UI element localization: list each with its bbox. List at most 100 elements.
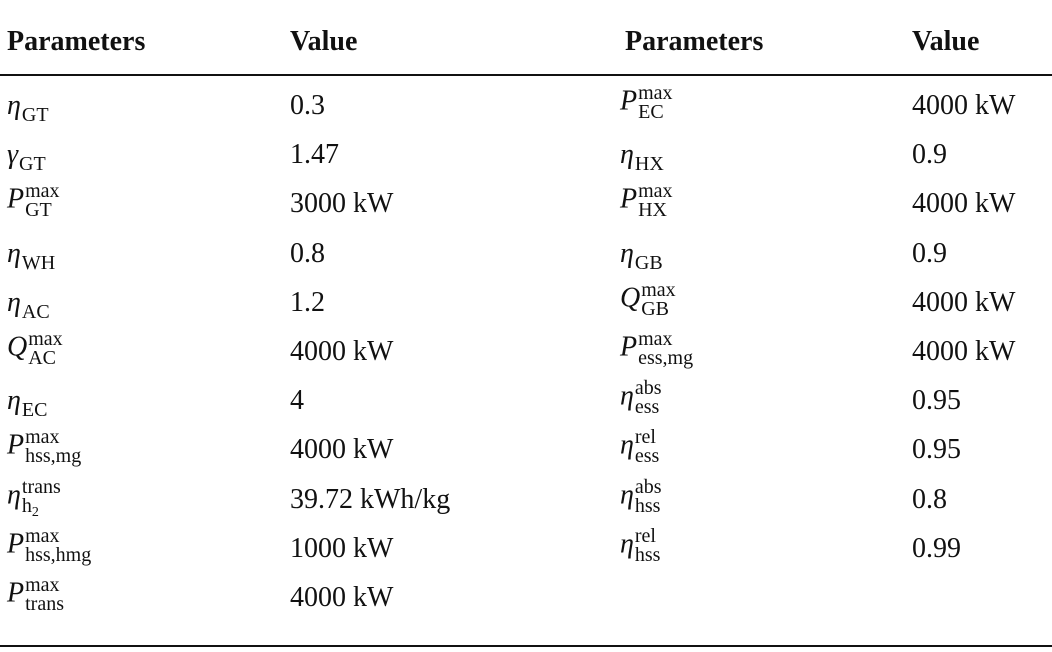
- value: 3000 kW: [290, 188, 394, 220]
- subscript-text: hss,hmg: [25, 543, 92, 566]
- subscript: GB: [634, 251, 663, 274]
- symbol: P: [7, 429, 25, 461]
- subscript: HX: [634, 153, 664, 176]
- symbol: P: [7, 528, 25, 560]
- subscript-text: GT: [25, 199, 52, 222]
- symbol: P: [620, 331, 638, 363]
- scripts: rel hss: [634, 524, 661, 565]
- symbol: Q: [7, 331, 28, 363]
- symbol: η: [620, 237, 634, 269]
- parameter: ηAC: [7, 288, 50, 322]
- symbol: η: [620, 429, 634, 461]
- value: 1000 kW: [290, 532, 394, 564]
- value: 0.9: [912, 237, 947, 269]
- value: 0.3: [290, 90, 325, 121]
- value: 4000 kW: [912, 336, 1016, 367]
- value: 0.8: [290, 237, 325, 269]
- superscript: max: [25, 524, 60, 547]
- superscript: rel: [634, 524, 656, 547]
- value: 1.47: [290, 139, 339, 171]
- scripts: trans h2: [22, 477, 61, 520]
- scripts: max hss,hmg: [25, 524, 92, 566]
- subscript: hss: [635, 545, 661, 565]
- symbol: P: [620, 85, 638, 117]
- subscript: GT: [21, 104, 49, 126]
- value: 0.95: [912, 385, 961, 417]
- parameter: ηHX: [620, 141, 664, 175]
- subscript-text: hss: [634, 494, 661, 517]
- value: 1.2: [290, 286, 325, 318]
- parameter: ηGB: [620, 237, 663, 273]
- value: 0.99: [912, 532, 961, 564]
- value: 4000 kW: [912, 90, 1016, 121]
- parameter: ηEC: [7, 385, 47, 421]
- superscript: max: [641, 278, 676, 301]
- superscript: abs: [634, 377, 662, 400]
- subscript: hss,mg: [25, 446, 81, 466]
- value: 4000 kW: [290, 336, 394, 367]
- superscript: max: [28, 328, 63, 350]
- symbol: P: [7, 183, 25, 215]
- superscript: max: [25, 574, 60, 596]
- scripts: max EC: [638, 82, 673, 122]
- scripts: max trans: [25, 574, 64, 614]
- parameter: η abs hss: [620, 475, 662, 517]
- subscript-text: ess,mg: [638, 347, 694, 369]
- superscript: max: [638, 82, 673, 104]
- scripts: max ess,mg: [638, 329, 694, 369]
- symbol: P: [7, 577, 25, 609]
- superscript: max: [25, 180, 60, 203]
- subscript: EC: [638, 102, 672, 122]
- value: 0.95: [912, 434, 961, 466]
- subscript: AC: [28, 347, 62, 369]
- bottom-rule: [0, 645, 1052, 647]
- value: 4000 kW: [290, 434, 394, 466]
- header: Value: [912, 26, 980, 57]
- symbol: γ: [7, 139, 19, 171]
- scripts: max GB: [641, 278, 676, 319]
- superscript: max: [638, 180, 673, 203]
- value: 0.8: [912, 483, 947, 515]
- parameter: ηWH: [7, 239, 55, 273]
- scripts: rel ess: [634, 426, 660, 468]
- symbol: η: [7, 385, 21, 417]
- header: Value: [290, 26, 358, 57]
- parameter: η rel ess: [620, 426, 660, 468]
- subscript: h2: [22, 496, 61, 520]
- symbol: Q: [620, 282, 641, 314]
- subscript: WH: [21, 251, 56, 274]
- subscript: AC: [21, 300, 50, 323]
- subscript: ess,mg: [638, 347, 694, 369]
- subscript-text: HX: [638, 199, 667, 222]
- parameter: ηGT: [7, 90, 49, 126]
- subscript: hss: [634, 494, 662, 517]
- subscript-text: ess: [634, 445, 660, 468]
- scripts: max HX: [638, 180, 673, 222]
- scripts: abs ess: [634, 377, 662, 419]
- value: 4000 kW: [290, 582, 394, 613]
- superscript: abs: [634, 475, 662, 498]
- parameter: η abs ess: [620, 377, 662, 419]
- subscript-text: ess: [634, 396, 660, 419]
- parameter: γGT: [7, 139, 46, 175]
- value: 39.72 kWh/kg: [290, 483, 451, 515]
- subscript-text: AC: [28, 347, 57, 369]
- symbol: η: [620, 479, 634, 511]
- subscript: GT: [19, 153, 46, 176]
- scripts: abs hss: [634, 475, 662, 517]
- scripts: max hss,mg: [25, 427, 81, 466]
- subscript: ess: [634, 445, 660, 468]
- subscript: ess: [634, 396, 662, 419]
- subscript: trans: [25, 594, 64, 614]
- superscript: rel: [634, 426, 656, 449]
- symbol: η: [7, 90, 21, 121]
